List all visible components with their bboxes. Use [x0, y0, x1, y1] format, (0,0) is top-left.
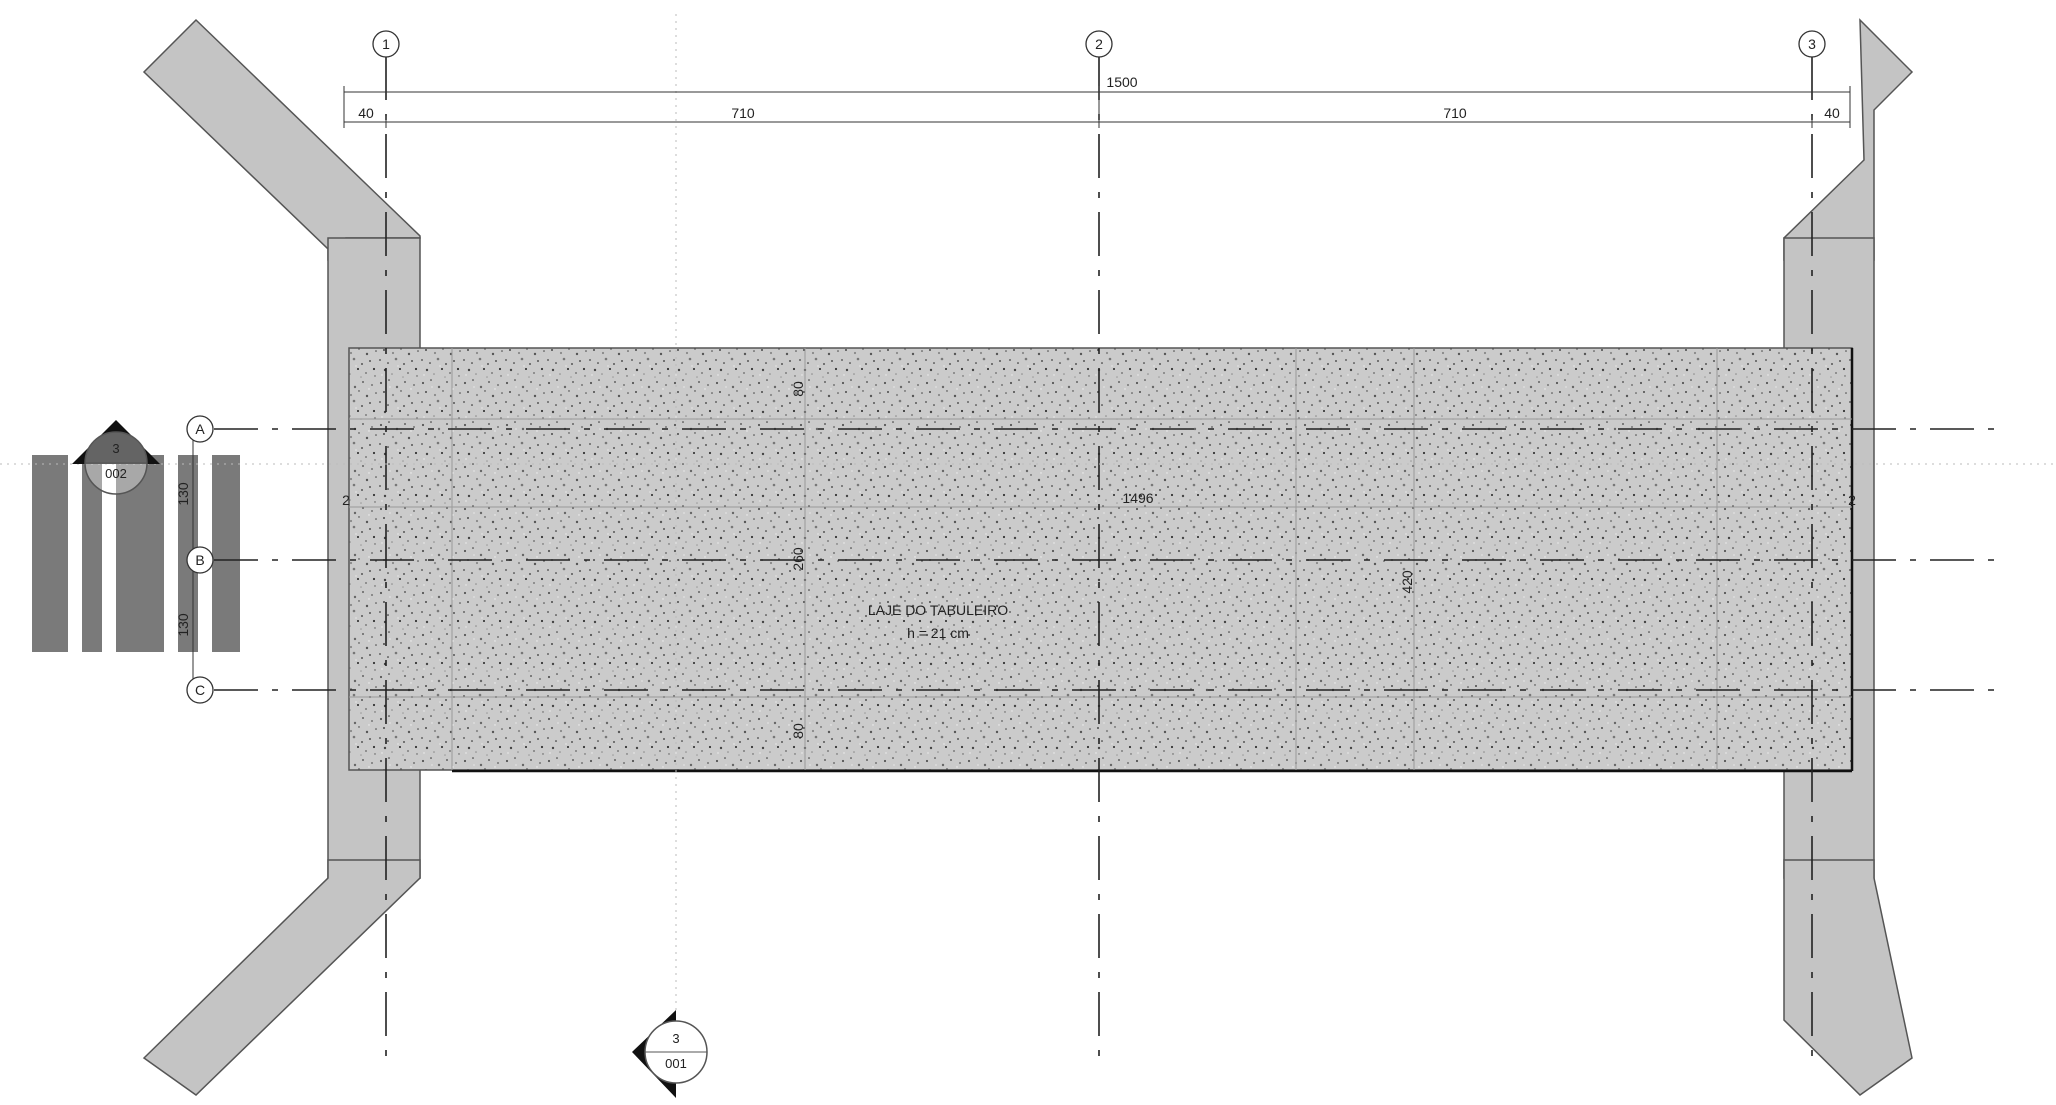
- section-arrow-up-icon: [72, 420, 160, 464]
- left-wing-wall-bottom: [142, 859, 421, 1096]
- dim-axis-ab: 130: [175, 482, 191, 506]
- beam-5: [212, 455, 240, 652]
- deck-slab: [348, 347, 1853, 771]
- grid-label-1: 1: [382, 36, 390, 52]
- beam-3: [116, 455, 164, 652]
- section-marker-bottom[interactable]: 3 001: [632, 1010, 708, 1098]
- slab-thickness: h = 21 cm: [907, 625, 969, 641]
- top-dimensions: [343, 86, 1851, 128]
- grid-label-a: A: [195, 421, 205, 437]
- dim-overall: 1500: [1106, 74, 1137, 90]
- left-wing-wall-top: [142, 18, 421, 261]
- dim-width-bottom: 80: [790, 723, 806, 739]
- dim-edge-left: 40: [358, 105, 374, 121]
- grid-bubble-1: 1: [372, 30, 400, 58]
- section-marker-left[interactable]: 3 002: [72, 420, 160, 495]
- dim-span-left: 710: [731, 105, 755, 121]
- section-bottom-sheet: 001: [665, 1056, 687, 1071]
- right-wing-wall-bottom: [1783, 859, 1913, 1096]
- dim-abutment-right: 2: [1848, 492, 1856, 508]
- grid-label-b: B: [195, 552, 204, 568]
- dim-width-mid: 260: [790, 547, 806, 571]
- dim-width-top: 80: [790, 381, 806, 397]
- dim-edge-right: 40: [1824, 105, 1840, 121]
- grid-bubble-a: A: [186, 415, 214, 443]
- slab-panel-lines: [349, 348, 1852, 770]
- dim-span-right: 710: [1443, 105, 1467, 121]
- grid-bubble-3: 3: [1798, 30, 1826, 58]
- section-left-number: 3: [112, 441, 119, 456]
- reference-lines: [0, 14, 2056, 1010]
- dim-abutment-left: 2: [342, 492, 350, 508]
- right-wing-wall-top: [1783, 18, 1914, 261]
- grid-bubble-2: 2: [1085, 30, 1113, 58]
- grid-bubble-b: B: [186, 546, 214, 574]
- grid-label-c: C: [195, 682, 205, 698]
- dim-deck-width: 420: [1399, 570, 1415, 594]
- slab-title: LAJE DO TABULEIRO: [868, 602, 1008, 618]
- section-bottom-number: 3: [672, 1031, 679, 1046]
- grid-row-lines: [214, 428, 2004, 691]
- beam-1: [32, 455, 68, 652]
- section-left-sheet: 002: [105, 466, 127, 481]
- grid-bubble-c: C: [186, 676, 214, 704]
- grid-column-lines: [385, 56, 1813, 1070]
- beam-2: [82, 455, 102, 652]
- dim-axis-bc: 130: [175, 613, 191, 637]
- grid-label-3: 3: [1808, 36, 1816, 52]
- grid-label-2: 2: [1095, 36, 1103, 52]
- dim-deck-length: 1496: [1122, 490, 1153, 506]
